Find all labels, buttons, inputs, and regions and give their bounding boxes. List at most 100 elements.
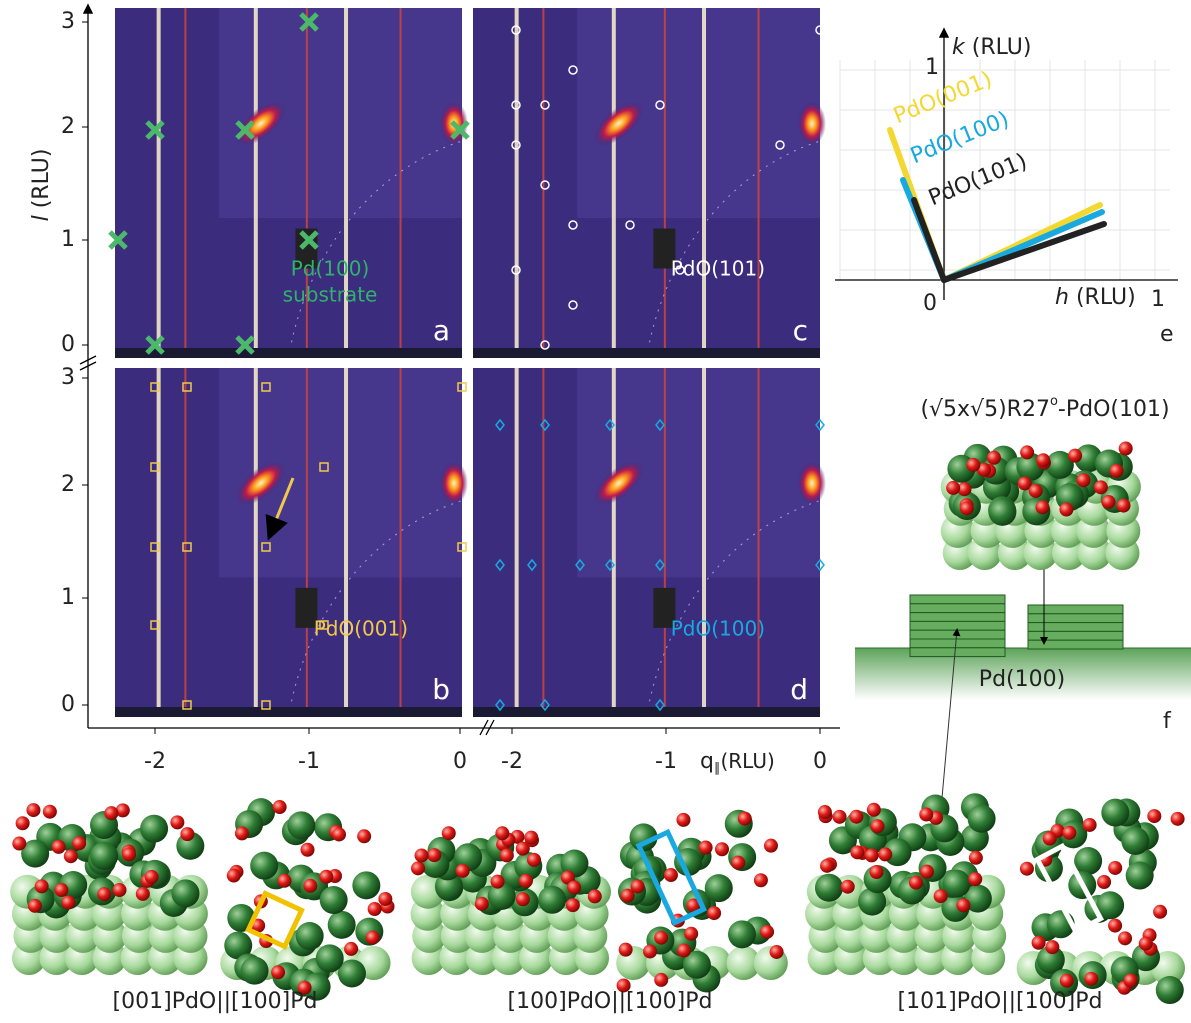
title-sup: o xyxy=(1050,394,1058,409)
marker xyxy=(540,418,550,432)
pd-oxide-atom xyxy=(90,841,119,870)
marker xyxy=(675,265,685,275)
marker xyxy=(145,335,165,355)
rod xyxy=(542,368,545,717)
x-tick-label: -2 xyxy=(501,749,523,774)
o-atom xyxy=(135,886,150,901)
rod xyxy=(344,368,349,717)
o-atom xyxy=(698,840,713,855)
marker xyxy=(655,558,665,572)
beamstop xyxy=(295,587,318,628)
detector-image: PdO(100) d xyxy=(473,368,826,718)
o-atom xyxy=(1109,463,1124,478)
x-tick-label: 0 xyxy=(453,749,467,774)
h-axis-label: h (RLU) xyxy=(1055,285,1136,310)
rod xyxy=(663,368,666,717)
marker xyxy=(150,542,160,552)
panel-annotation: PdO(100) xyxy=(671,617,765,641)
beamstop xyxy=(653,228,676,269)
caption: [001]PdO||[100]Pd xyxy=(113,989,318,1014)
rod xyxy=(702,368,707,717)
o-atom xyxy=(737,811,752,826)
o-atom xyxy=(1031,935,1046,950)
atom-model xyxy=(940,441,1141,570)
panel-letter: e xyxy=(1160,322,1174,347)
o-atom xyxy=(54,883,69,898)
o-atom xyxy=(180,827,195,842)
o-atom xyxy=(61,895,76,910)
panel-annotation: PdO(001) xyxy=(314,617,408,641)
panel-letter: f xyxy=(1163,709,1172,734)
marker xyxy=(261,700,271,710)
k-unit: (RLU) xyxy=(972,35,1032,60)
rod xyxy=(305,8,308,358)
rod xyxy=(663,8,666,358)
panel-letter: d xyxy=(790,673,808,706)
pd-oxide-atom xyxy=(858,887,887,916)
pd-oxide-atom xyxy=(287,811,316,840)
o-atom xyxy=(676,812,691,827)
pd-oxide-atom xyxy=(337,959,366,988)
o-atom xyxy=(864,848,879,863)
marker xyxy=(527,558,537,572)
o-atom xyxy=(97,887,112,902)
unit-cell xyxy=(245,890,305,950)
o-atom xyxy=(344,941,359,956)
o-atom xyxy=(27,898,42,913)
o-atom xyxy=(684,926,699,941)
o-atom xyxy=(527,852,542,867)
o-atom xyxy=(1082,817,1097,832)
o-atom xyxy=(170,815,185,830)
detector-image: PdO(101) c xyxy=(473,8,826,359)
image-background xyxy=(473,8,820,358)
x-label-unit: (RLU) xyxy=(720,749,774,773)
substrate-label: Pd(100) xyxy=(979,667,1065,692)
o-atom xyxy=(300,842,315,857)
o-atom xyxy=(1059,502,1074,517)
oxide-layer xyxy=(909,638,1006,649)
o-atom xyxy=(474,896,489,911)
marker xyxy=(605,418,615,432)
y-axis-label: l (RLU) xyxy=(29,149,54,222)
arrow xyxy=(941,628,961,799)
marker xyxy=(495,698,505,712)
k-tick: 1 xyxy=(925,55,939,80)
rod xyxy=(542,8,545,358)
pd-oxide-atom xyxy=(967,804,996,833)
y-tick-label: 2 xyxy=(61,114,75,139)
h-unit: (RLU) xyxy=(1076,285,1136,310)
o-atom xyxy=(714,842,729,857)
o-atom xyxy=(1036,453,1051,468)
pd-oxide-atom xyxy=(942,869,971,898)
o-atom xyxy=(956,898,971,913)
rod xyxy=(611,8,616,358)
marker xyxy=(815,558,825,572)
axis-break xyxy=(479,719,495,736)
o-atom xyxy=(378,891,393,906)
origin-label: 0 xyxy=(923,291,937,316)
o-atom xyxy=(455,863,470,878)
o-atom xyxy=(957,482,972,497)
o-atom xyxy=(1138,936,1153,951)
o-atom xyxy=(72,836,87,851)
oxide-layer xyxy=(909,612,1006,622)
o-atom xyxy=(663,868,678,883)
marker xyxy=(319,620,329,630)
rod xyxy=(344,8,349,358)
panel-letter: c xyxy=(793,314,808,347)
pd-oxide-atom xyxy=(487,881,516,910)
marker xyxy=(540,100,550,110)
marker xyxy=(235,335,255,355)
o-atom xyxy=(1017,476,1032,491)
frame-edge xyxy=(115,707,462,717)
unit-cell xyxy=(1034,842,1104,936)
y-label-symbol: l xyxy=(29,215,54,221)
marker xyxy=(261,542,271,552)
panel-e: k (RLU) h (RLU) 1 1 0 PdO(001) PdO(100) … xyxy=(835,27,1178,347)
o-atom xyxy=(115,803,130,818)
title-end: -PdO(101) xyxy=(1058,397,1170,422)
o-atom xyxy=(618,942,633,957)
panel-annotation: PdO(101) xyxy=(671,257,765,281)
oxide-layer xyxy=(1027,622,1124,632)
marker xyxy=(815,418,825,432)
